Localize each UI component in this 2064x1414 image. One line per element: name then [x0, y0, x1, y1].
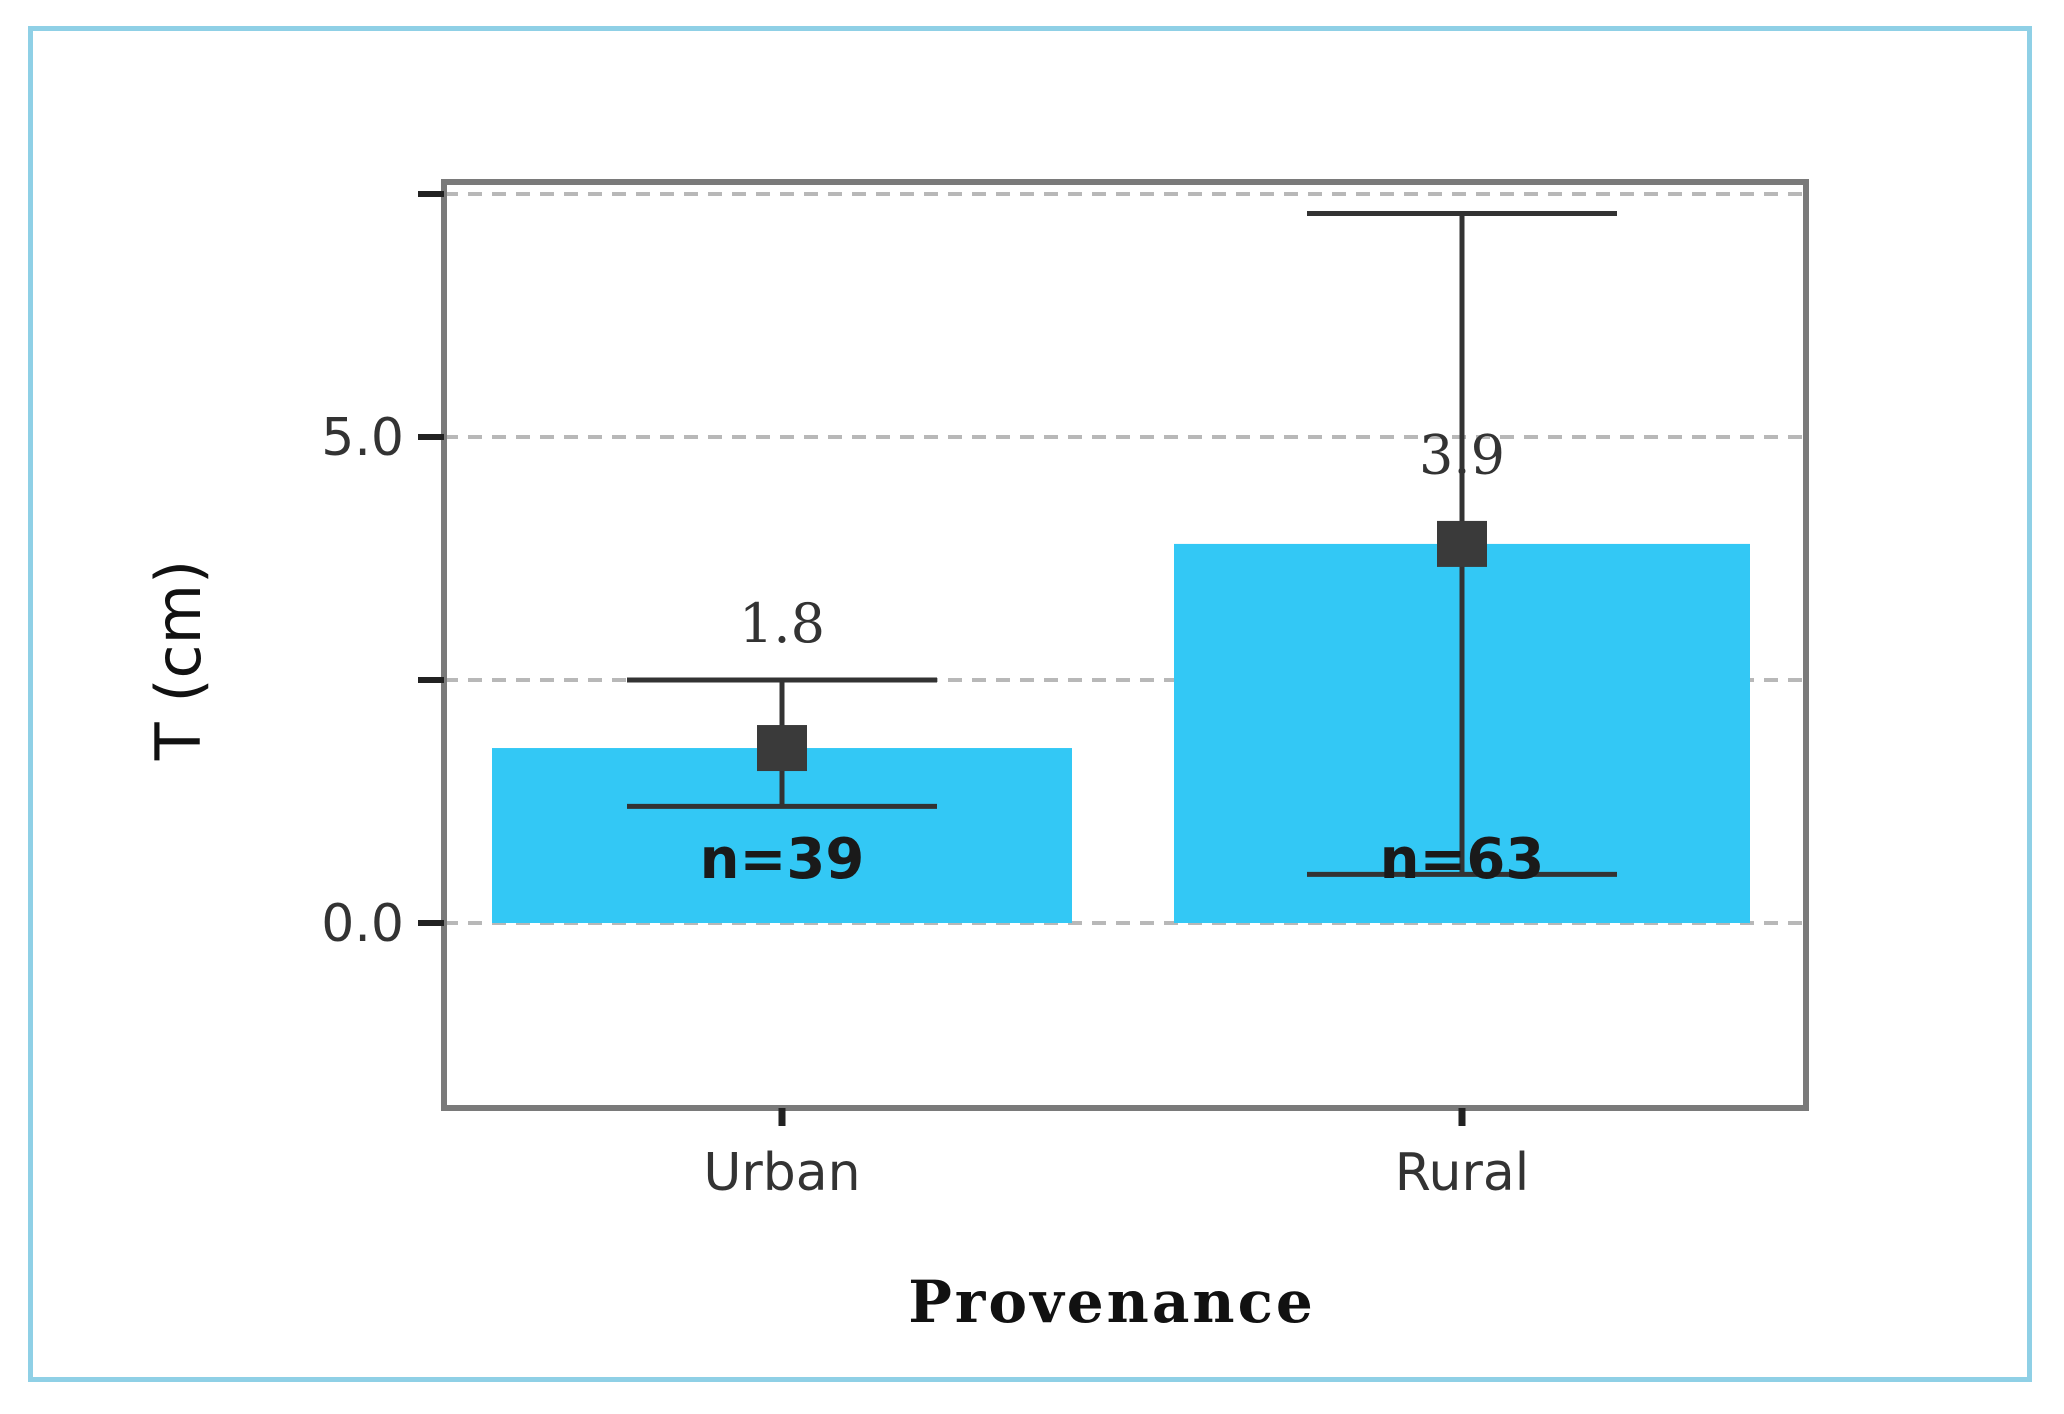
x-tick-label-rural: Rural	[1395, 1143, 1529, 1203]
y-tick-label: 0.0	[321, 894, 404, 954]
y-axis-label: T (cm)	[142, 560, 215, 761]
n-label: n=63	[1380, 827, 1545, 892]
error-bars	[627, 210, 1617, 877]
plot-area-border	[441, 179, 1809, 1111]
mean-marker	[1437, 520, 1487, 567]
axis-ticks: 0.0 5.0 Urban Rural	[321, 191, 1529, 1203]
x-axis-label: Provenance	[908, 1268, 1316, 1336]
data-labels: 1.8 n=39 3.9 n=63	[700, 423, 1545, 892]
y-tick-label: 5.0	[321, 408, 404, 468]
mean-value-label: 3.9	[1419, 423, 1505, 486]
n-label: n=39	[700, 827, 865, 892]
bars	[492, 543, 1750, 923]
mean-marker	[757, 725, 807, 772]
mean-value-label: 1.8	[739, 592, 825, 655]
x-tick-label-urban: Urban	[703, 1143, 860, 1203]
